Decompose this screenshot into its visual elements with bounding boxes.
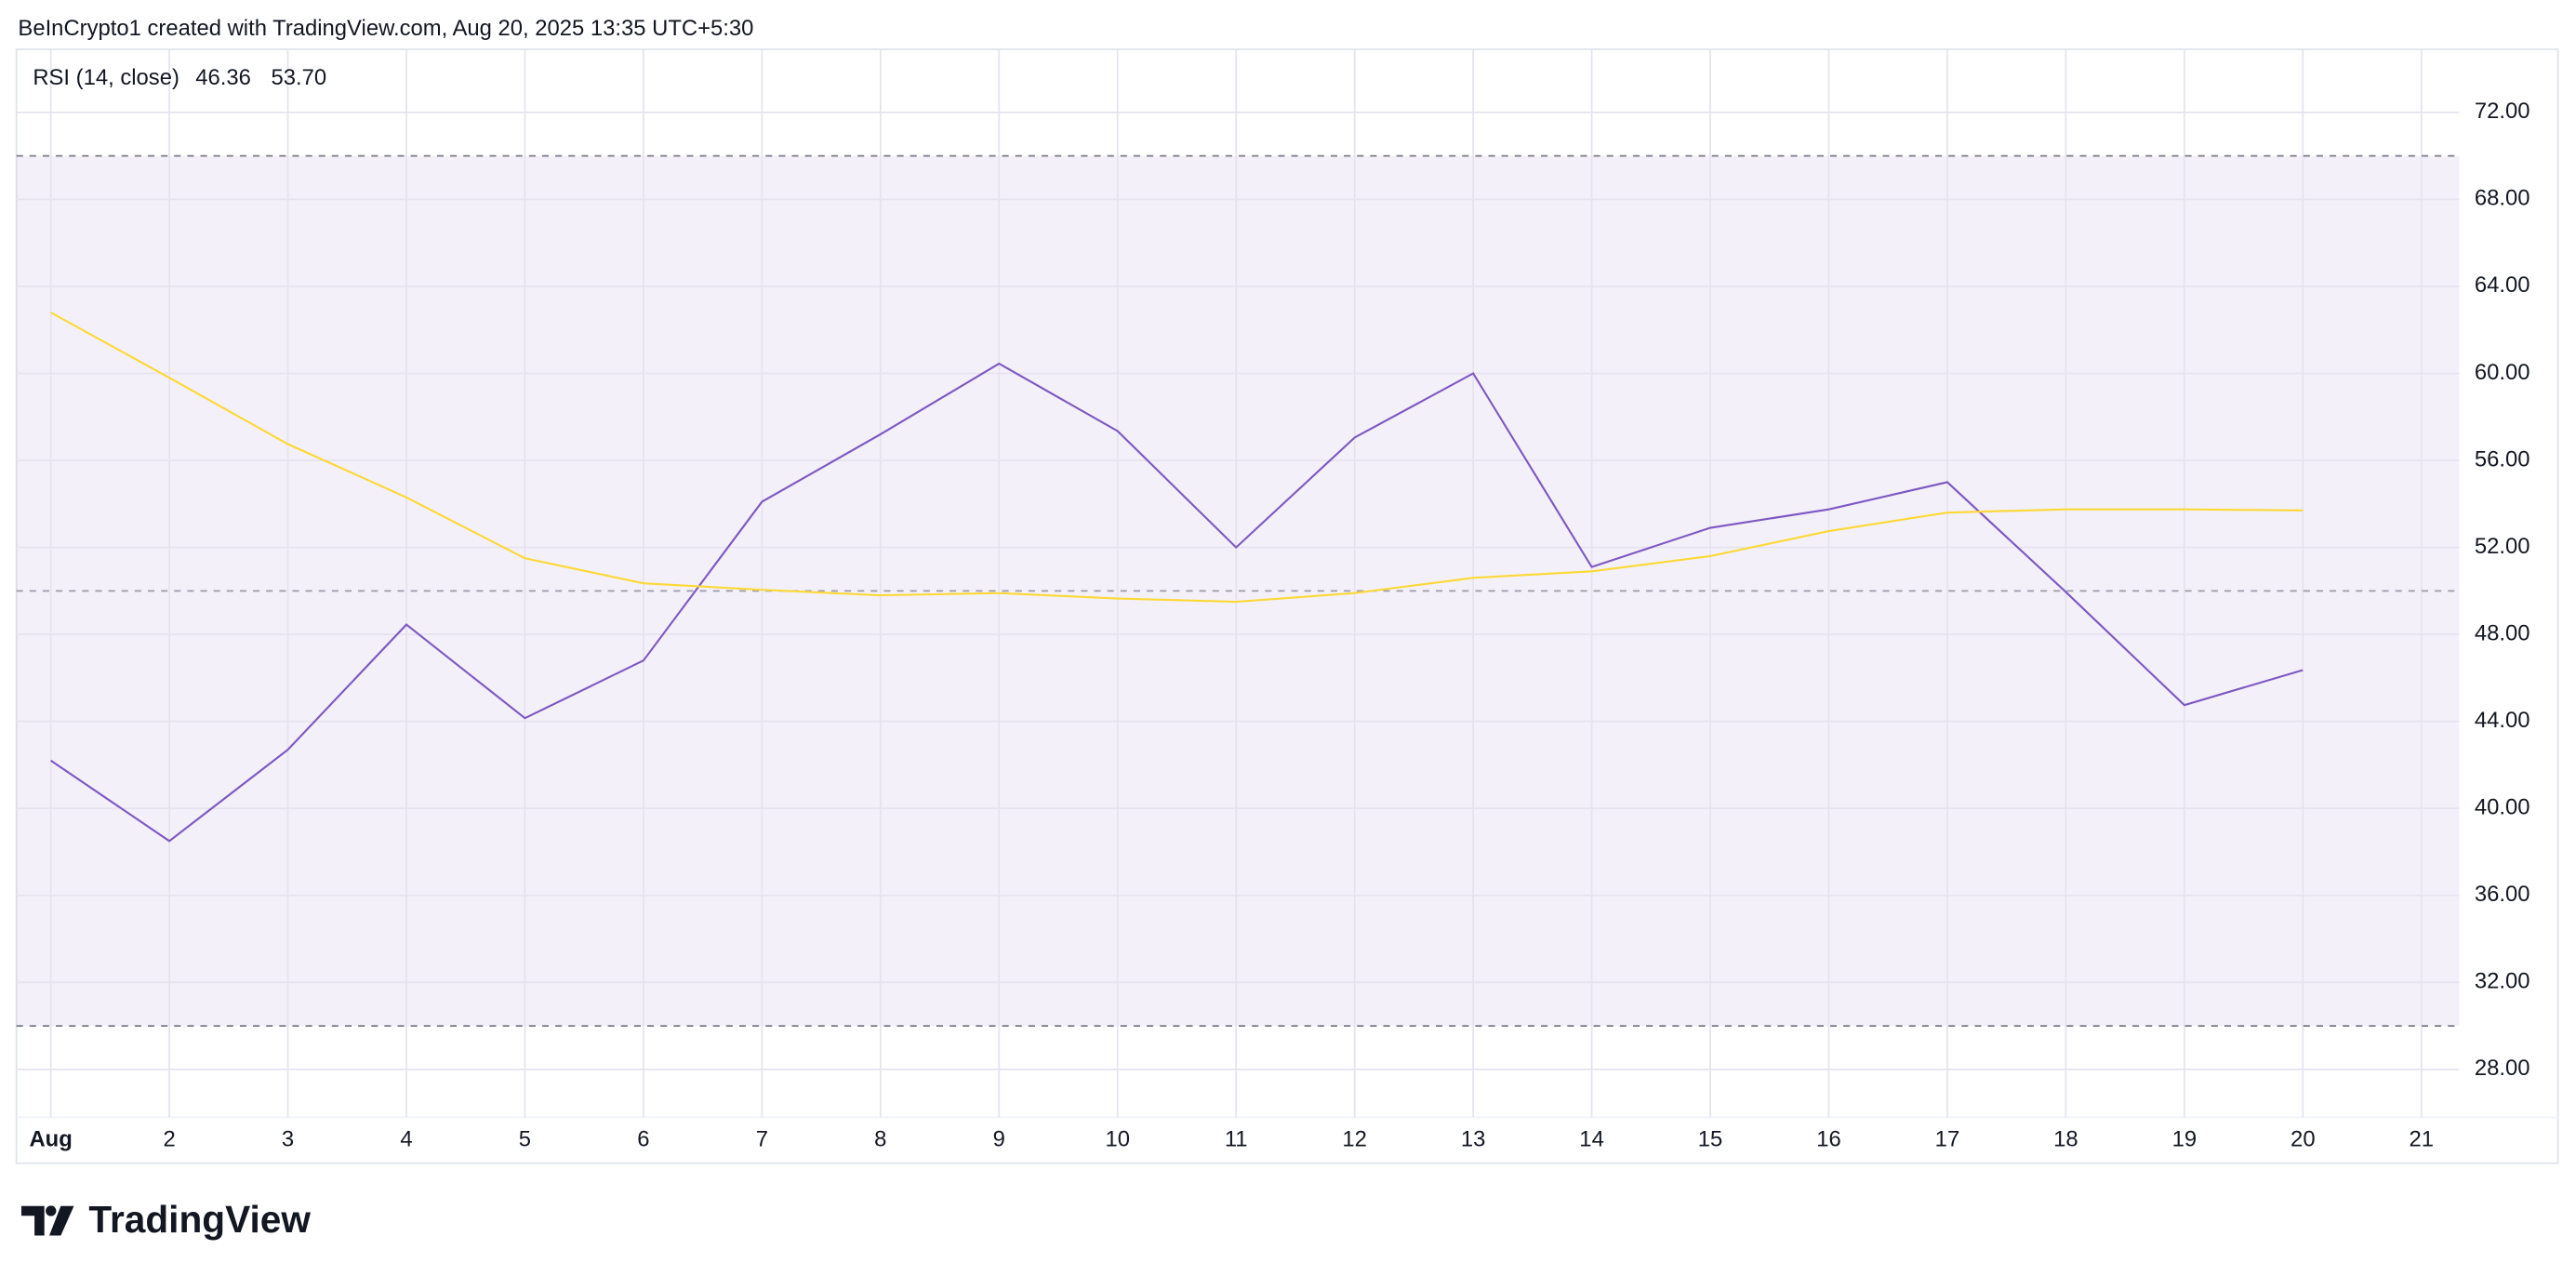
legend-value: 46.36: [195, 65, 251, 90]
x-tick-label: 21: [2410, 1126, 2435, 1151]
y-tick-label: 64.00: [2475, 272, 2530, 298]
x-tick-label: 11: [1225, 1126, 1248, 1151]
rsi-line: [50, 362, 2304, 843]
x-tick-label: Aug: [29, 1126, 72, 1151]
plot-layer: 28.00 32.00 36.00 40.00 44.00 48.00 52.00 56.00…: [16, 49, 2530, 1151]
x-tick-label: 12: [1342, 1126, 1367, 1151]
x-tick-label: 10: [1105, 1126, 1130, 1151]
legend-title: RSI (14, close): [33, 65, 179, 90]
y-tick-label: 32.00: [2475, 969, 2530, 994]
x-tick-label: 14: [1579, 1126, 1604, 1151]
x-tick-label: 8: [874, 1126, 886, 1151]
x-tick-label: 3: [282, 1126, 294, 1151]
x-tick-label: 6: [637, 1126, 649, 1151]
y-tick-label: 52.00: [2475, 534, 2530, 559]
y-tick-label: 68.00: [2475, 186, 2530, 211]
y-tick-label: 36.00: [2475, 882, 2530, 907]
brand-logo: [20, 1205, 74, 1236]
rsi-band: [16, 155, 2460, 1027]
x-tick-label: 13: [1461, 1126, 1486, 1151]
x-tick-label: 16: [1816, 1126, 1841, 1151]
x-tick-label: 17: [1935, 1126, 1960, 1151]
y-tick-label: 44.00: [2475, 708, 2530, 733]
x-tick-label: 15: [1698, 1126, 1723, 1151]
x-tick-label: 2: [163, 1126, 175, 1151]
x-tick-label: 20: [2291, 1126, 2316, 1151]
chart-frame: [15, 48, 2559, 1164]
y-tick-label: 48.00: [2475, 620, 2530, 645]
y-tick-label: 56.00: [2475, 446, 2530, 472]
y-tick-label: 40.00: [2475, 795, 2530, 820]
x-tick-label: 18: [2053, 1126, 2078, 1151]
y-tick-label: 60.00: [2475, 360, 2530, 385]
brand-name: TradingView: [88, 1198, 311, 1241]
legend-value: 53.70: [271, 65, 326, 90]
y-tick-label: 28.00: [2475, 1056, 2530, 1081]
x-tick-label: 5: [519, 1126, 531, 1151]
rsi-line: [50, 312, 2304, 604]
x-tick-label: 7: [756, 1126, 768, 1151]
x-tick-label: 9: [993, 1126, 1005, 1151]
x-tick-label: 4: [400, 1126, 412, 1151]
y-tick-label: 72.00: [2475, 99, 2530, 124]
attribution: BeInCrypto1 created with TradingView.com…: [18, 16, 753, 41]
x-tick-label: 19: [2172, 1126, 2198, 1151]
